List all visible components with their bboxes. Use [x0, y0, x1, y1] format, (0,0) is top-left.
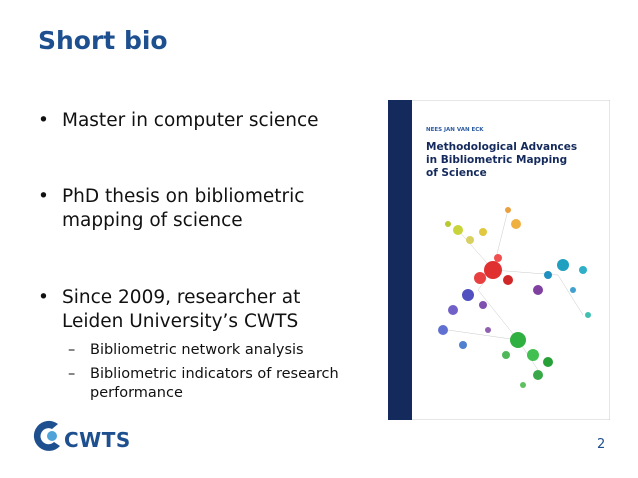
bullet-text: mapping of science — [62, 210, 243, 231]
logo-swirl — [33, 420, 60, 451]
logo-dot — [47, 431, 57, 441]
bullet-text: Since 2009, researcher at — [62, 287, 301, 308]
sub-bullet-text: Bibliometric indicators of research — [90, 366, 339, 382]
sub-bullet-marker: – — [68, 366, 76, 382]
slide-title: Short bio — [38, 26, 168, 55]
bullet-text: Master in computer science — [62, 110, 319, 131]
book-cover: NEES JAN VAN ECK Methodological Advances… — [388, 100, 610, 420]
logo-text: CWTS — [64, 428, 131, 452]
cover-spine — [388, 100, 412, 420]
sub-bullet-text: Bibliometric network analysis — [90, 342, 304, 358]
sub-bullet-marker: – — [68, 342, 76, 358]
cover-title: of Science — [426, 167, 487, 179]
cover-title: in Bibliometric Mapping — [426, 154, 567, 166]
bullet-marker: • — [38, 110, 49, 131]
page-number: 2 — [597, 437, 606, 452]
cover-title: Methodological Advances — [426, 141, 577, 153]
network-nodes — [438, 207, 591, 388]
sub-bullet-text: performance — [90, 385, 183, 401]
logo-mark — [33, 420, 60, 451]
cover-author: NEES JAN VAN ECK — [426, 127, 484, 133]
bullet-marker: • — [38, 287, 49, 308]
bullet-text: PhD thesis on bibliometric — [62, 186, 305, 207]
bullet-marker: • — [38, 186, 49, 207]
bullet-text: Leiden University’s CWTS — [62, 311, 299, 332]
